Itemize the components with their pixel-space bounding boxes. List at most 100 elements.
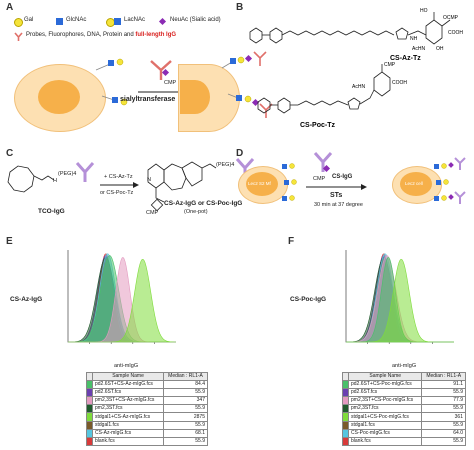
cell-d-left-label: Lec2 S2 Mf	[248, 181, 271, 186]
glycans-d-right	[434, 157, 466, 204]
one-pot-note: (One-pot)	[184, 209, 208, 215]
table-e-header-name: Sample Name	[91, 371, 165, 382]
sample-median: 347	[163, 396, 208, 406]
sample-median: 55.9	[163, 404, 208, 414]
histogram-series	[68, 258, 176, 343]
sample-median: 91.1	[421, 380, 466, 390]
group-cmp: CMP	[384, 62, 396, 68]
d-reagent-top: CS-IgG	[332, 174, 353, 180]
legend-table-f: Sample Name Median : RL1-A pd2.6ST+CS-Po…	[342, 371, 466, 446]
arrow-c	[100, 182, 139, 188]
legend-glcnac: GlcNAc	[66, 17, 87, 23]
legend-lacnac: LacNAc	[124, 17, 146, 23]
table-e-header-median: Median : RL1-A	[163, 371, 208, 382]
panel-label-f: F	[288, 236, 295, 247]
panel-label-c: C	[6, 148, 14, 159]
reagent-c-2: or CS-Poc-Tz	[100, 190, 134, 196]
legend-gal: Gal	[24, 17, 34, 23]
glycans-d-left	[282, 163, 297, 201]
sample-name: stdgal1+CS-Az-mIgG.fcs	[91, 412, 165, 422]
group-oh: OH	[436, 46, 444, 52]
gal-icon	[14, 18, 23, 27]
enzyme-label-a: sialyltransferase	[120, 96, 176, 103]
sample-median: 55.9	[421, 404, 466, 414]
glycans-right	[221, 51, 273, 118]
sample-median: 55.9	[163, 420, 208, 430]
sample-median: 84.4	[163, 380, 208, 390]
table-row: CS-Az-mIgG.fcs 68.1	[86, 428, 208, 438]
sample-name: pd2.6ST.fcs	[91, 388, 165, 398]
histogram-e	[67, 250, 176, 344]
lacnac-square-icon	[114, 18, 121, 25]
sample-median: 64.0	[421, 428, 466, 438]
cmp-label-c: CMP	[146, 210, 159, 216]
enzyme-label-d: STs	[330, 192, 343, 199]
panel-label-e: E	[6, 236, 13, 247]
histogram-series	[68, 257, 176, 343]
sample-name: pm2,3ST+CS-Poc-mIgG.fcs	[347, 396, 423, 406]
reagent-c-1: + CS-Az-Tz	[104, 174, 133, 180]
probe-reagent-icon	[150, 60, 172, 80]
nucleus-right	[180, 80, 210, 114]
sample-median: 68.1	[163, 428, 208, 438]
group-nh: NH	[410, 36, 418, 42]
sample-name: pd2.6ST+CS-Poc-mIgG.fcs	[347, 380, 423, 390]
peg-label-c: (PEG)4	[58, 171, 77, 177]
sample-median: 55.9	[421, 436, 466, 446]
sample-median: 361	[421, 412, 466, 422]
histogram-f	[345, 250, 454, 344]
sample-name: pm2,3ST+CS-Az-mIgG.fcs	[91, 396, 165, 406]
table-row: stdgal1.fcs 55.9	[342, 420, 466, 430]
table-f-header-name: Sample Name	[347, 371, 423, 382]
sample-name: pm2,3ST.fcs	[347, 404, 423, 414]
group-achn-2: AcHN	[352, 84, 365, 90]
igg-icon-d	[313, 152, 333, 173]
table-row: pd2.6ST+CS-Poc-mIgG.fcs 91.1	[342, 380, 466, 390]
n-label-c: N	[147, 177, 151, 183]
glycan-legend: Gal GlcNAc LacNAc NeuAc (Sialic acid) Pr…	[14, 16, 224, 46]
sample-name: CS-Poc-mIgG.fcs	[347, 428, 423, 438]
product-label-c: CS-Az-IgG or CS-Poc-IgG	[164, 200, 243, 207]
sample-name: CS-Az-mIgG.fcs	[91, 428, 165, 438]
compound-2-name: CS-Poc-Tz	[300, 122, 336, 129]
panel-e-xlabel: anti-mIgG	[114, 363, 139, 369]
group-cooh: COOH	[448, 30, 463, 36]
panel-label-a: A	[6, 2, 14, 13]
table-row: stdgal1+CS-Az-mIgG.fcs 2875	[86, 412, 208, 422]
group-achn: AcHN	[412, 46, 425, 52]
table-row: blank.fcs 55.9	[86, 436, 208, 446]
legend-probes-highlight: full-length IgG	[135, 32, 177, 38]
table-row: pd2.6ST+CS-Az-mIgG.fcs 84.4	[86, 380, 208, 390]
condition-d: 30 min at 37 degree	[314, 202, 363, 208]
product-peg-c: (PEG)4	[216, 162, 235, 168]
compound-1-name: CS-Az-Tz	[390, 55, 421, 62]
table-row: pd2.6ST.fcs 55.9	[342, 388, 466, 398]
legend-probes: Probes, Fluorophores, DNA, Protein and f…	[26, 32, 176, 38]
probe-icon	[14, 32, 23, 41]
glycans-left	[95, 58, 128, 106]
table-row: stdgal1.fcs 55.9	[86, 420, 208, 430]
panel-label-b: B	[236, 2, 244, 13]
tco-igg-label: TCO-IgG	[38, 208, 65, 215]
nucleus-d-left	[246, 172, 278, 196]
sample-name: pm2,3ST.fcs	[91, 404, 165, 414]
panel-label-d: D	[236, 148, 244, 159]
sample-name: stdgal1+CS-Poc-mIgG.fcs	[347, 412, 423, 422]
histogram-series	[346, 258, 454, 343]
tco-structure	[7, 165, 55, 193]
group-ho: HO	[420, 8, 428, 14]
cmp-label-d: CMP	[313, 176, 326, 182]
sample-name: pd2.6ST+CS-Az-mIgG.fcs	[91, 380, 165, 390]
h-label-c: H	[53, 178, 57, 184]
sample-median: 55.9	[421, 388, 466, 398]
panel-f-ylabel: CS-Poc-IgG	[290, 296, 327, 303]
table-row: CS-Poc-mIgG.fcs 64.0	[342, 428, 466, 438]
sample-median: 77.9	[421, 396, 466, 406]
sample-name: pd2.6ST.fcs	[347, 388, 423, 398]
sample-median: 55.9	[421, 420, 466, 430]
table-row: pm2,3ST.fcs 55.9	[86, 404, 208, 414]
sample-name: blank.fcs	[347, 436, 423, 446]
neuac-icon	[158, 17, 167, 26]
arrow-d	[306, 184, 367, 190]
legend-neuac: NeuAc (Sialic acid)	[170, 17, 221, 23]
